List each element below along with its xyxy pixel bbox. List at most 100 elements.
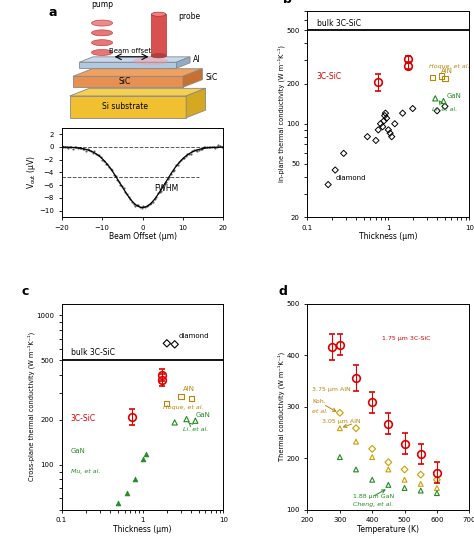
Point [377,119,384,128]
Point [384,465,392,474]
Text: Li. et al.: Li. et al. [432,101,457,112]
Point [431,94,439,102]
Point [440,96,447,105]
Text: diamond: diamond [179,333,209,339]
Point [409,104,417,113]
Text: Al: Al [193,55,201,64]
Text: GaN: GaN [195,412,210,418]
Text: c: c [21,286,28,298]
Point [163,399,171,408]
Y-axis label: V$_\mathrm{out}$ (μV): V$_\mathrm{out}$ (μV) [25,156,38,190]
Text: et al.: et al. [312,409,328,414]
Point [433,106,441,115]
Point [336,408,344,417]
Ellipse shape [91,49,113,55]
Text: GaN: GaN [71,448,86,454]
Point [187,394,195,403]
Point [381,111,389,120]
Text: bulk 3C-SiC: bulk 3C-SiC [71,348,115,357]
Text: probe: probe [178,12,200,21]
Point [401,465,408,474]
Point [417,480,425,488]
Point [379,122,386,131]
Point [374,125,382,134]
Bar [80,62,176,68]
Point [368,453,376,461]
Point [163,339,171,348]
Text: b: b [283,0,292,5]
Polygon shape [80,57,190,62]
Text: 1.88 μm GaN: 1.88 μm GaN [353,494,394,499]
Text: FWHM: FWHM [155,184,179,192]
Point [384,125,392,134]
Text: 1.75 μm 3C-SiC: 1.75 μm 3C-SiC [382,335,430,341]
Y-axis label: Cross-plane thermal conductivity (W m⁻¹K⁻¹): Cross-plane thermal conductivity (W m⁻¹K… [27,332,35,481]
Ellipse shape [91,39,113,45]
Text: Hoque, et al.: Hoque, et al. [163,406,204,410]
Point [131,475,138,483]
Point [331,165,339,174]
Point [433,489,441,498]
Text: Li. et al.: Li. et al. [183,423,209,432]
Point [364,132,371,141]
Point [368,475,376,484]
Text: Mu, et al.: Mu, et al. [71,469,100,474]
Point [399,109,406,118]
Point [340,149,347,158]
Polygon shape [176,57,190,68]
X-axis label: Thickness (μm): Thickness (μm) [359,232,418,241]
Point [191,416,199,425]
Point [171,418,179,427]
Point [391,119,399,128]
Point [384,458,392,467]
Text: pump: pump [91,0,113,9]
Point [114,499,122,508]
Ellipse shape [151,54,166,58]
Point [182,415,190,424]
Text: GaN: GaN [447,93,461,99]
Ellipse shape [133,58,168,65]
Point [372,136,380,145]
Text: diamond: diamond [335,175,366,181]
Text: SiC: SiC [206,73,218,83]
X-axis label: Thickness (μm): Thickness (μm) [113,524,172,534]
Point [177,392,185,401]
Point [380,117,388,125]
Text: Si substrate: Si substrate [102,102,148,111]
Point [417,486,425,495]
X-axis label: Temperature (K): Temperature (K) [357,524,419,534]
Text: Hoque, et al.: Hoque, et al. [429,64,470,69]
Text: d: d [278,286,287,298]
Point [171,340,179,349]
Bar [151,14,166,56]
Ellipse shape [91,20,113,26]
Point [441,74,449,83]
Text: bulk 3C-SiC: bulk 3C-SiC [317,19,361,28]
Point [383,114,391,123]
Polygon shape [183,68,202,87]
Point [368,444,376,453]
Ellipse shape [91,30,113,36]
Point [142,449,150,458]
Polygon shape [70,88,206,96]
Polygon shape [73,68,202,76]
Point [382,109,389,118]
Text: 3C-SiC: 3C-SiC [317,72,342,81]
Text: AlN: AlN [183,386,195,392]
Text: Cheng, et al.: Cheng, et al. [353,501,393,506]
Text: SiC: SiC [118,77,131,86]
Polygon shape [186,88,206,118]
Point [324,180,332,189]
Point [417,470,425,479]
Point [388,132,395,141]
Point [384,481,392,489]
Point [401,484,408,493]
Point [124,488,131,497]
Point [441,102,449,111]
Point [438,72,445,81]
Point [428,73,436,82]
Ellipse shape [151,12,166,16]
Point [386,129,394,138]
Point [352,437,360,446]
Bar [73,76,183,87]
